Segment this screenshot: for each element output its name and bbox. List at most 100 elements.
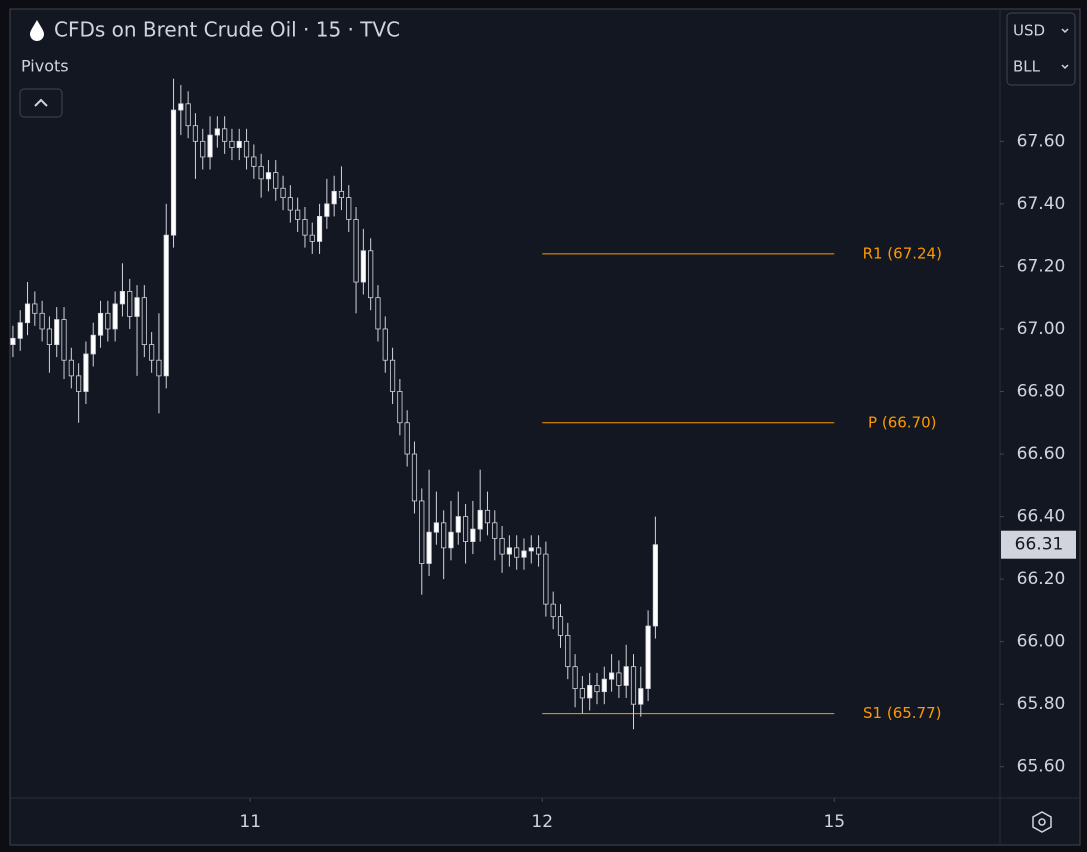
candle-body xyxy=(105,312,111,330)
settings-icon[interactable] xyxy=(1032,811,1052,833)
candle-body xyxy=(557,616,564,636)
candle-body xyxy=(222,128,228,142)
candle-body xyxy=(90,334,96,355)
candle-body xyxy=(521,550,527,558)
candle-body xyxy=(229,140,235,148)
candle-body xyxy=(638,688,644,705)
candle-body xyxy=(535,547,542,555)
candle-body xyxy=(477,509,483,530)
candle-body xyxy=(324,203,330,217)
currency-box[interactable] xyxy=(1006,12,1076,86)
candle-body xyxy=(565,634,571,668)
y-tick-label: 66.40 xyxy=(1017,507,1066,527)
indicator-name: Pivots xyxy=(21,57,69,76)
candle-body xyxy=(265,172,272,180)
candle-body xyxy=(243,140,250,158)
candle-body xyxy=(514,547,520,558)
candle-body xyxy=(192,125,199,142)
candle-body xyxy=(455,516,461,533)
plot-area: R1 (67.24) P (66.70) S1 (65.77) xyxy=(10,78,942,730)
collapse-button[interactable] xyxy=(19,88,63,118)
candle-body xyxy=(587,685,593,699)
candle-body xyxy=(54,319,60,345)
candle-body xyxy=(338,190,345,199)
candle-body xyxy=(609,672,615,680)
candle-body xyxy=(499,538,505,555)
candle-body xyxy=(24,303,31,324)
x-tick-label: 12 xyxy=(531,812,553,832)
candle-body xyxy=(39,312,45,330)
candle-body xyxy=(579,688,585,699)
candle-body xyxy=(68,359,74,377)
candle-body xyxy=(302,219,308,236)
y-tick-label: 66.00 xyxy=(1017,632,1066,652)
y-tick-label: 67.60 xyxy=(1017,131,1066,151)
candle-body xyxy=(295,209,301,220)
chart-panel xyxy=(9,8,1081,846)
candle-body xyxy=(76,375,82,392)
candle-body xyxy=(119,291,126,305)
candle-body xyxy=(83,353,89,392)
candle-body xyxy=(419,500,425,564)
collapse-icon xyxy=(34,98,48,107)
candle-body xyxy=(156,359,162,377)
candle-body xyxy=(134,297,140,317)
candle-body xyxy=(112,303,118,330)
candle-body xyxy=(214,128,220,136)
candle-body xyxy=(236,140,242,148)
candle-body xyxy=(543,553,549,605)
y-tick-label: 66.80 xyxy=(1017,381,1066,401)
candle-body xyxy=(433,522,439,533)
unit[interactable]: BLL xyxy=(1013,58,1041,76)
candle-body xyxy=(149,344,155,361)
candle-body xyxy=(601,678,607,693)
candle-body xyxy=(360,250,366,283)
candle-body xyxy=(200,140,206,158)
currency[interactable]: USD xyxy=(1013,22,1045,40)
candle-body xyxy=(46,328,53,345)
candle-body xyxy=(32,303,38,314)
candle-body xyxy=(623,666,629,686)
y-tick-label: 67.40 xyxy=(1017,194,1066,214)
candle-body xyxy=(346,197,352,220)
candle-body xyxy=(331,190,337,205)
candle-body xyxy=(389,359,396,392)
candle-body xyxy=(61,319,67,361)
candle-body xyxy=(492,522,498,539)
y-tick-label: 66.20 xyxy=(1017,569,1066,589)
candle-body xyxy=(127,291,133,317)
pivot-label: P (66.70) xyxy=(868,413,936,431)
candle-body xyxy=(616,672,622,686)
candle-body xyxy=(353,219,359,283)
candle-body xyxy=(572,666,578,689)
candle-body xyxy=(97,312,104,336)
candle-body xyxy=(411,453,418,502)
candle-body xyxy=(178,103,184,111)
settings-icon-center xyxy=(1038,818,1046,826)
candle-body xyxy=(382,328,388,361)
candle-body xyxy=(10,337,16,345)
candle-body xyxy=(426,531,432,564)
candle-body xyxy=(258,165,264,180)
candle-body xyxy=(287,197,293,211)
candle-body xyxy=(251,156,257,167)
pivot-label: S1 (65.77) xyxy=(863,704,941,722)
candle-body xyxy=(185,103,191,127)
candle-body xyxy=(170,109,177,236)
candle-body xyxy=(470,528,476,542)
last-price-box xyxy=(1001,530,1076,559)
candle-body xyxy=(309,234,315,242)
candle-body xyxy=(462,516,469,542)
pivot-label: R1 (67.24) xyxy=(863,244,942,262)
candle-body xyxy=(17,322,23,339)
candle-body xyxy=(316,215,323,242)
candle-body xyxy=(550,603,556,618)
x-tick-label: 15 xyxy=(823,812,845,832)
candle-body xyxy=(280,187,286,199)
y-tick-label: 66.60 xyxy=(1017,444,1066,464)
chart-title: CFDs on Brent Crude Oil · 15 · TVC xyxy=(54,18,400,42)
y-tick-label: 65.80 xyxy=(1017,694,1066,714)
dropdown-arrows xyxy=(1061,28,1069,70)
symbol-icon xyxy=(30,20,44,41)
